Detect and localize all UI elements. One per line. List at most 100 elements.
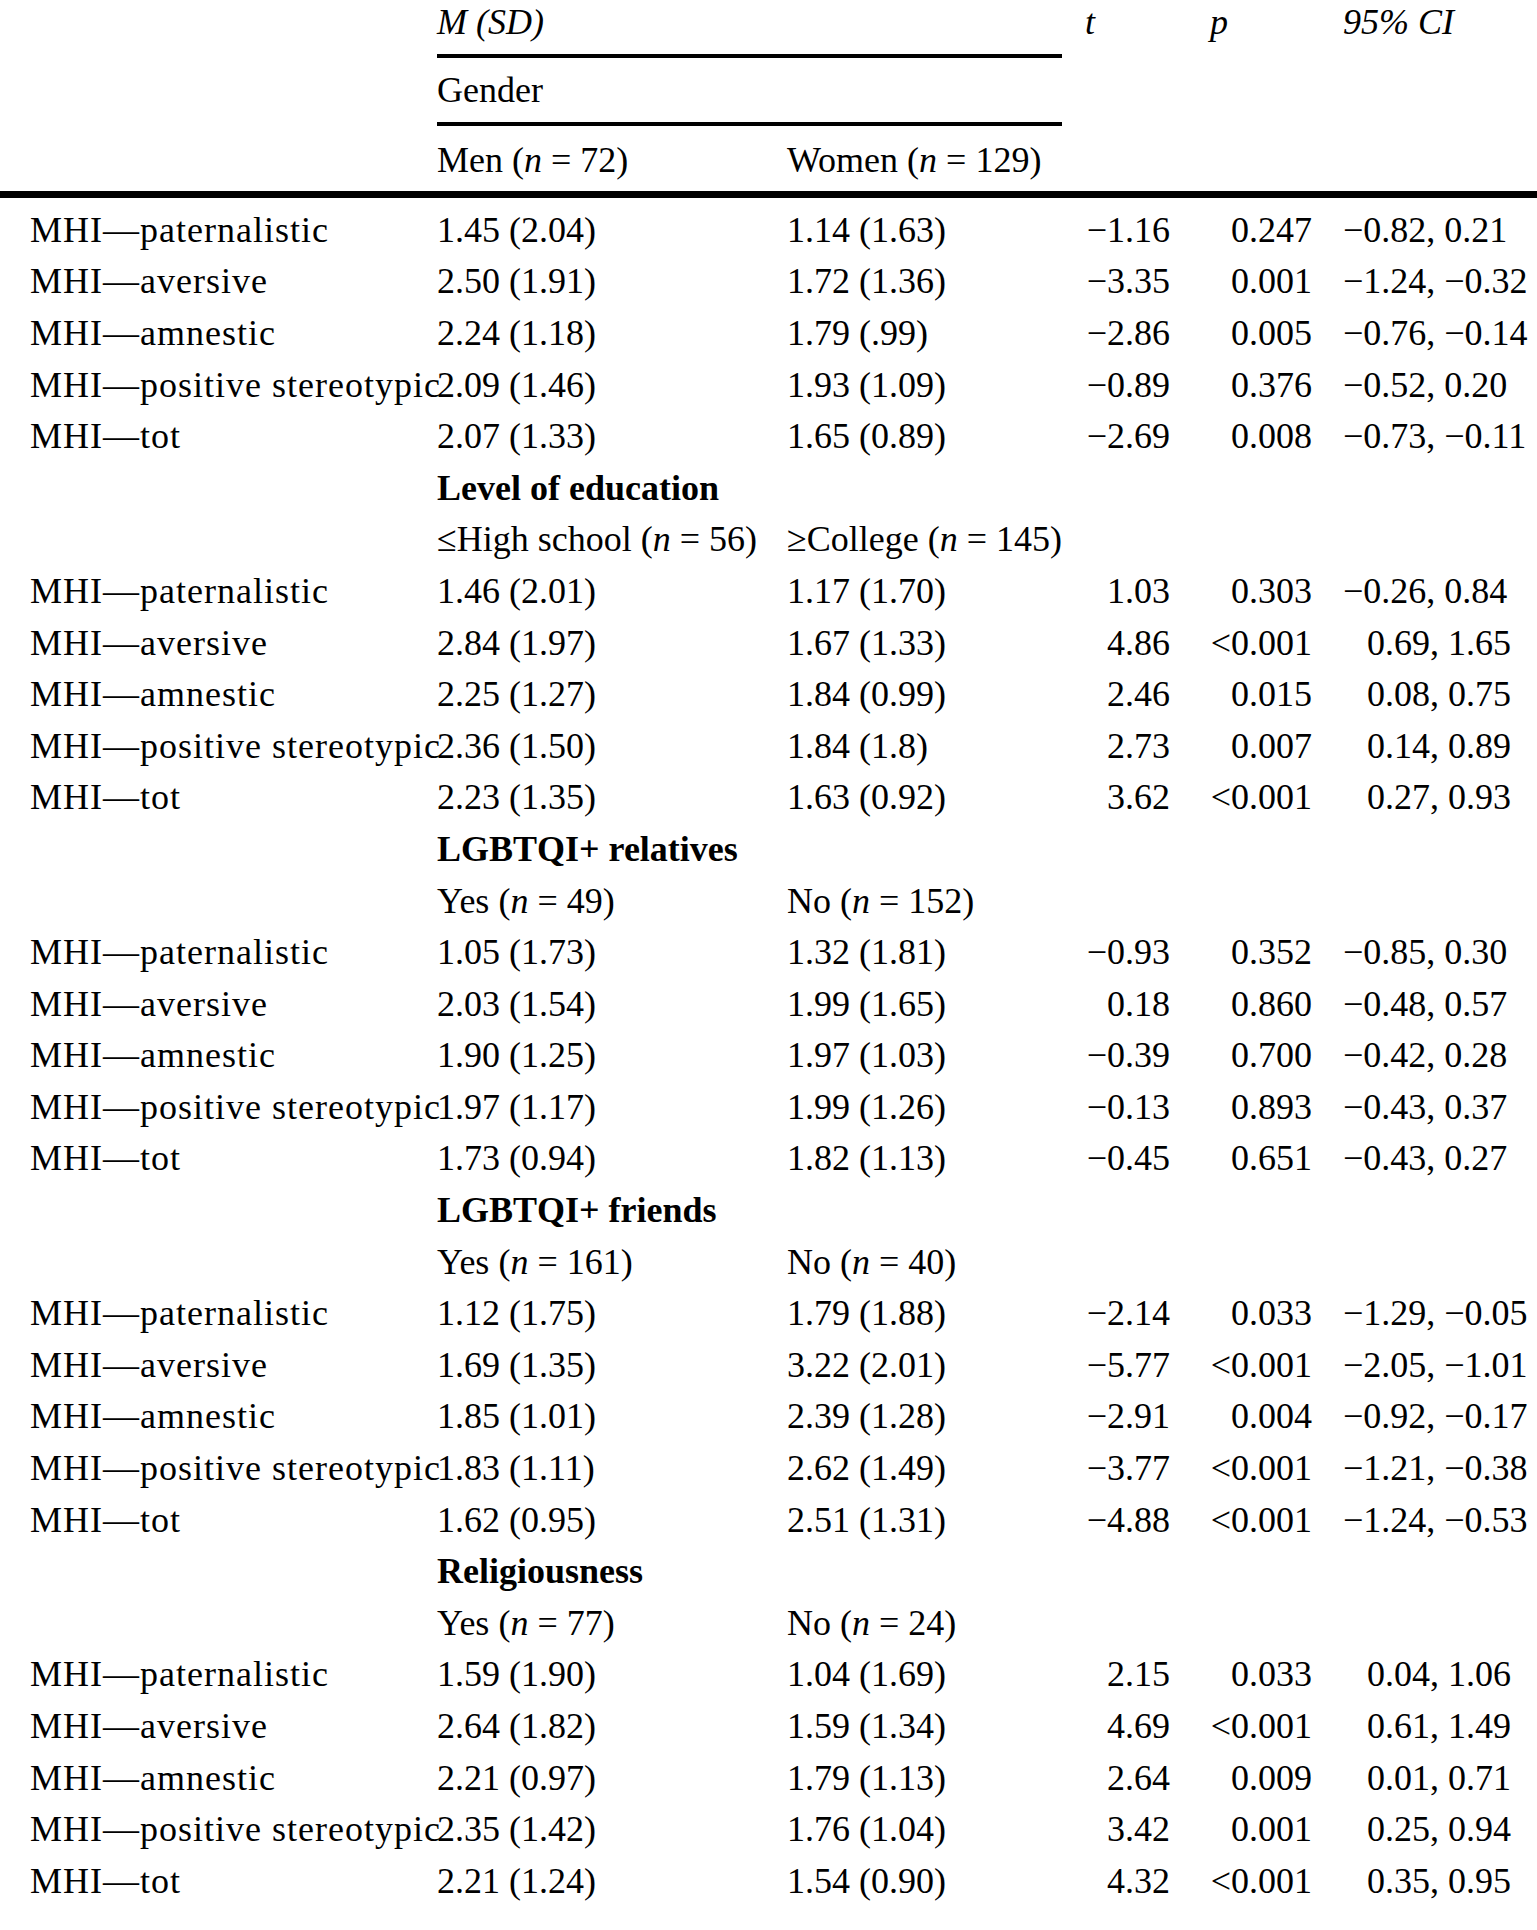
group1-header: Yes (n = 77) bbox=[437, 1602, 787, 1644]
ci-value: −0.76, −0.14 bbox=[1312, 312, 1537, 354]
mean-sd-group2: 1.84 (0.99) bbox=[787, 673, 1035, 715]
table-row: MHI—aversive 2.84 (1.97) 1.67 (1.33) 4.8… bbox=[0, 617, 1537, 669]
table-row: MHI—tot 2.21 (1.24) 1.54 (0.90) 4.32 <0.… bbox=[0, 1855, 1537, 1907]
row-label: MHI—amnestic bbox=[30, 1034, 437, 1076]
row-label: MHI—aversive bbox=[30, 260, 437, 302]
ci-value: −1.29, −0.05 bbox=[1312, 1292, 1537, 1334]
mean-sd-group1: 2.50 (1.91) bbox=[437, 260, 787, 302]
mean-sd-group1: 1.69 (1.35) bbox=[437, 1344, 787, 1386]
m-sd-column-header: M (SD) bbox=[437, 1, 787, 43]
t-value: −0.13 bbox=[1035, 1086, 1170, 1128]
t-column-header: t bbox=[1035, 1, 1170, 43]
section-header-row: LGBTQI+ friends bbox=[0, 1184, 1537, 1236]
row-label: MHI—amnestic bbox=[30, 673, 437, 715]
t-value: −0.39 bbox=[1035, 1034, 1170, 1076]
group2-header: ≥College (n = 145) bbox=[787, 518, 1035, 560]
mean-sd-group2: 1.79 (1.88) bbox=[787, 1292, 1035, 1334]
mean-sd-group2: 1.65 (0.89) bbox=[787, 415, 1035, 457]
ci-value: 0.08, 0.75 bbox=[1312, 673, 1537, 715]
section-header-row: Level of education bbox=[0, 462, 1537, 514]
p-value: <0.001 bbox=[1170, 1447, 1312, 1489]
row-label: MHI—paternalistic bbox=[30, 209, 437, 251]
mean-sd-group2: 1.79 (.99) bbox=[787, 312, 1035, 354]
mean-sd-group1: 1.12 (1.75) bbox=[437, 1292, 787, 1334]
mean-sd-group1: 2.24 (1.18) bbox=[437, 312, 787, 354]
mean-sd-group1: 2.35 (1.42) bbox=[437, 1808, 787, 1850]
table-row: MHI—positive stereotypic 1.97 (1.17) 1.9… bbox=[0, 1081, 1537, 1133]
mean-sd-group1: 1.83 (1.11) bbox=[437, 1447, 787, 1489]
row-label: MHI—aversive bbox=[30, 1344, 437, 1386]
ci-value: −0.73, −0.11 bbox=[1312, 415, 1537, 457]
p-value: 0.303 bbox=[1170, 570, 1312, 612]
t-value: −2.14 bbox=[1035, 1292, 1170, 1334]
ci-value: 0.35, 0.95 bbox=[1312, 1860, 1537, 1902]
t-value: −3.35 bbox=[1035, 260, 1170, 302]
ci-value: −0.92, −0.17 bbox=[1312, 1395, 1537, 1437]
mean-sd-group1: 1.05 (1.73) bbox=[437, 931, 787, 973]
mean-sd-group2: 1.63 (0.92) bbox=[787, 776, 1035, 818]
mean-sd-group1: 2.25 (1.27) bbox=[437, 673, 787, 715]
group2-header: No (n = 40) bbox=[787, 1241, 1035, 1283]
p-value: <0.001 bbox=[1170, 1344, 1312, 1386]
mean-sd-group2: 1.32 (1.81) bbox=[787, 931, 1035, 973]
p-column-header: p bbox=[1170, 1, 1312, 43]
ci-value: −0.42, 0.28 bbox=[1312, 1034, 1537, 1076]
ci-value: 0.01, 0.71 bbox=[1312, 1757, 1537, 1799]
section-name: LGBTQI+ friends bbox=[437, 1189, 1537, 1231]
t-value: 4.86 bbox=[1035, 622, 1170, 664]
table-row: MHI—aversive 2.03 (1.54) 1.99 (1.65) 0.1… bbox=[0, 978, 1537, 1030]
mean-sd-group2: 1.99 (1.65) bbox=[787, 983, 1035, 1025]
p-value: 0.001 bbox=[1170, 1808, 1312, 1850]
ci-value: 0.04, 1.06 bbox=[1312, 1653, 1537, 1695]
mean-sd-group1: 2.84 (1.97) bbox=[437, 622, 787, 664]
p-value: 0.247 bbox=[1170, 209, 1312, 251]
group1-header: ≤High school (n = 56) bbox=[437, 518, 787, 560]
table-row: MHI—tot 2.07 (1.33) 1.65 (0.89) −2.69 0.… bbox=[0, 410, 1537, 462]
mean-sd-group2: 1.17 (1.70) bbox=[787, 570, 1035, 612]
ci-value: −1.21, −0.38 bbox=[1312, 1447, 1537, 1489]
table-row: MHI—amnestic 1.85 (1.01) 2.39 (1.28) −2.… bbox=[0, 1391, 1537, 1443]
p-value: 0.352 bbox=[1170, 931, 1312, 973]
table-row: MHI—amnestic 1.90 (1.25) 1.97 (1.03) −0.… bbox=[0, 1030, 1537, 1082]
table-row: MHI—tot 1.73 (0.94) 1.82 (1.13) −0.45 0.… bbox=[0, 1133, 1537, 1185]
group-header-row: Yes (n = 77) No (n = 24) bbox=[0, 1597, 1537, 1649]
ci-value: −2.05, −1.01 bbox=[1312, 1344, 1537, 1386]
mean-sd-group2: 1.59 (1.34) bbox=[787, 1705, 1035, 1747]
t-value: −4.88 bbox=[1035, 1499, 1170, 1541]
p-value: 0.001 bbox=[1170, 260, 1312, 302]
p-value: 0.007 bbox=[1170, 725, 1312, 767]
table-row: MHI—amnestic 2.25 (1.27) 1.84 (0.99) 2.4… bbox=[0, 668, 1537, 720]
mean-sd-group2: 2.39 (1.28) bbox=[787, 1395, 1035, 1437]
mean-sd-group1: 1.62 (0.95) bbox=[437, 1499, 787, 1541]
p-value: <0.001 bbox=[1170, 1860, 1312, 1902]
mean-sd-group1: 1.73 (0.94) bbox=[437, 1137, 787, 1179]
ci-value: −1.24, −0.53 bbox=[1312, 1499, 1537, 1541]
t-value: 0.18 bbox=[1035, 983, 1170, 1025]
section-header-row: LGBTQI+ relatives bbox=[0, 823, 1537, 875]
mean-sd-group2: 1.54 (0.90) bbox=[787, 1860, 1035, 1902]
row-label: MHI—paternalistic bbox=[30, 570, 437, 612]
t-value: 3.62 bbox=[1035, 776, 1170, 818]
group2-header: No (n = 152) bbox=[787, 880, 1035, 922]
row-label: MHI—aversive bbox=[30, 1705, 437, 1747]
table-row: MHI—tot 2.23 (1.35) 1.63 (0.92) 3.62 <0.… bbox=[0, 772, 1537, 824]
mean-sd-group1: 2.03 (1.54) bbox=[437, 983, 787, 1025]
mean-sd-group2: 1.97 (1.03) bbox=[787, 1034, 1035, 1076]
table-row: MHI—tot 1.62 (0.95) 2.51 (1.31) −4.88 <0… bbox=[0, 1494, 1537, 1546]
mean-sd-group2: 3.22 (2.01) bbox=[787, 1344, 1035, 1386]
ci-value: 0.69, 1.65 bbox=[1312, 622, 1537, 664]
row-label: MHI—tot bbox=[30, 1860, 437, 1902]
t-value: −3.77 bbox=[1035, 1447, 1170, 1489]
mean-sd-group2: 1.76 (1.04) bbox=[787, 1808, 1035, 1850]
ci-value: −1.24, −0.32 bbox=[1312, 260, 1537, 302]
mean-sd-group2: 1.84 (1.8) bbox=[787, 725, 1035, 767]
row-label: MHI—tot bbox=[30, 1137, 437, 1179]
p-value: 0.004 bbox=[1170, 1395, 1312, 1437]
group-header-row: ≤High school (n = 56) ≥College (n = 145) bbox=[0, 514, 1537, 566]
mean-sd-group1: 1.46 (2.01) bbox=[437, 570, 787, 612]
row-label: MHI—tot bbox=[30, 415, 437, 457]
row-label: MHI—tot bbox=[30, 776, 437, 818]
header-bottom-rule-row bbox=[0, 184, 1537, 204]
t-value: 2.73 bbox=[1035, 725, 1170, 767]
t-value: −0.93 bbox=[1035, 931, 1170, 973]
